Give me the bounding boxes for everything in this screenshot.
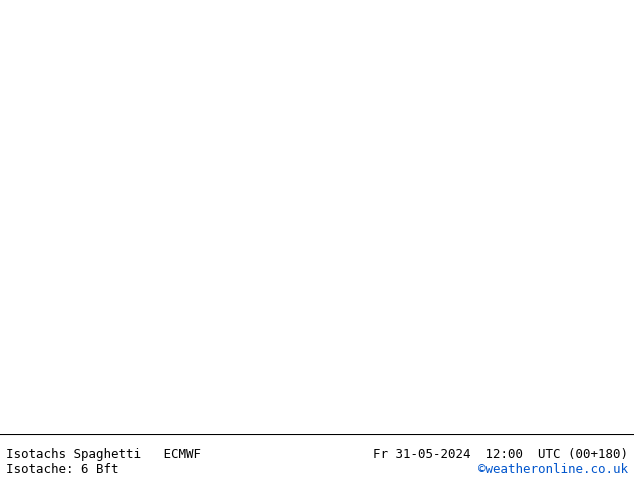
Text: Isotache: 6 Bft: Isotache: 6 Bft: [6, 463, 119, 476]
Text: ©weatheronline.co.uk: ©weatheronline.co.uk: [477, 463, 628, 476]
Text: Fr 31-05-2024  12:00  UTC (00+180): Fr 31-05-2024 12:00 UTC (00+180): [373, 448, 628, 461]
Text: Isotachs Spaghetti   ECMWF: Isotachs Spaghetti ECMWF: [6, 448, 202, 461]
